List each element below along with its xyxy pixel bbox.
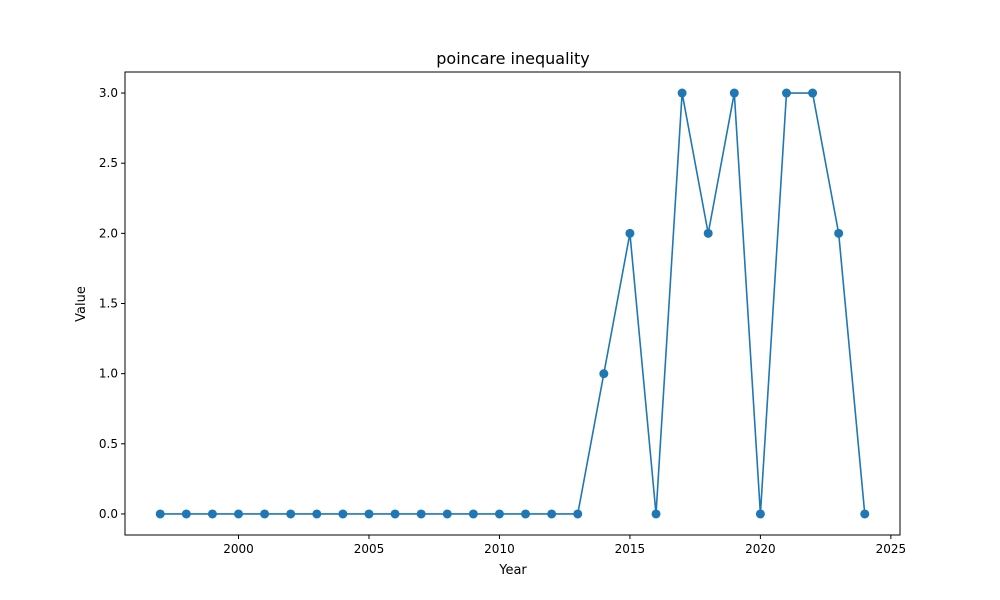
x-axis-label: Year <box>498 563 527 578</box>
data-point <box>651 509 661 519</box>
data-point <box>181 509 191 519</box>
x-tick-label: 2005 <box>354 542 385 556</box>
y-tick-label: 0.0 <box>99 507 118 521</box>
data-point <box>521 509 531 519</box>
data-point <box>207 509 217 519</box>
data-point <box>677 88 687 98</box>
data-point <box>808 88 818 98</box>
y-axis: 0.0 0.5 1.0 1.5 2.0 2.5 3.0 <box>99 86 125 521</box>
y-tick-label: 1.5 <box>99 297 118 311</box>
data-point <box>860 509 870 519</box>
data-point <box>755 509 765 519</box>
x-tick-label: 2010 <box>484 542 515 556</box>
series-line <box>160 92 866 515</box>
data-point <box>416 509 426 519</box>
data-point <box>442 509 452 519</box>
x-axis: 2000 2005 2010 2015 2020 2025 <box>223 535 906 556</box>
data-point <box>390 509 400 519</box>
data-point <box>155 509 165 519</box>
data-point <box>834 228 844 238</box>
y-tick-label: 0.5 <box>99 437 118 451</box>
y-tick-label: 2.0 <box>99 226 118 240</box>
x-tick-label: 2020 <box>745 542 776 556</box>
data-point <box>312 509 322 519</box>
data-point <box>260 509 270 519</box>
data-point <box>286 509 296 519</box>
x-tick-label: 2015 <box>615 542 646 556</box>
data-point <box>494 509 504 519</box>
x-tick-label: 2000 <box>223 542 254 556</box>
data-point <box>338 509 348 519</box>
data-point <box>781 88 791 98</box>
data-point <box>703 228 713 238</box>
data-point <box>599 369 609 379</box>
series-markers <box>155 88 870 519</box>
y-axis-label: Value <box>74 286 89 322</box>
data-point <box>625 228 635 238</box>
y-tick-label: 2.5 <box>99 156 118 170</box>
data-point <box>547 509 557 519</box>
data-point <box>729 88 739 98</box>
y-tick-label: 1.0 <box>99 367 118 381</box>
x-tick-label: 2025 <box>876 542 907 556</box>
data-point <box>234 509 244 519</box>
data-point <box>468 509 478 519</box>
data-point <box>573 509 583 519</box>
chart-title: poincare inequality <box>436 49 589 68</box>
y-tick-label: 3.0 <box>99 86 118 100</box>
data-point <box>364 509 374 519</box>
